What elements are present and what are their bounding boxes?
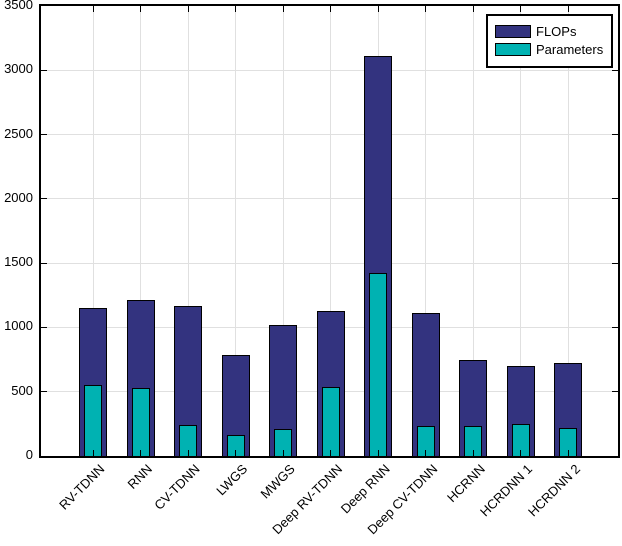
h-gridline (41, 198, 618, 200)
y-tick-left (41, 262, 47, 264)
x-tick-top (187, 6, 189, 12)
bar-parameters (369, 273, 387, 456)
y-tick-left (41, 198, 47, 200)
legend-label-parameters: Parameters (536, 42, 604, 57)
plot-area: FLOPs Parameters (39, 4, 620, 458)
v-gridline (140, 6, 141, 456)
x-tick-label: CV-TDNN (151, 461, 203, 513)
bar-flops (126, 300, 155, 456)
x-tick-bottom (425, 450, 426, 456)
y-tick-right (612, 391, 618, 393)
bar-parameters (321, 387, 340, 456)
y-tick-label: 1500 (4, 254, 33, 270)
y-tick-label: 0 (25, 447, 33, 462)
legend: FLOPs Parameters (486, 14, 613, 68)
y-tick-right (612, 134, 618, 136)
bar-parameters (84, 385, 102, 456)
x-tick-top (282, 6, 284, 12)
x-tick-bottom (330, 450, 331, 456)
legend-label-flops: FLOPs (536, 24, 577, 39)
x-tick-top (92, 6, 94, 12)
h-gridline (41, 69, 618, 71)
x-tick-bottom (140, 450, 141, 456)
v-gridline (187, 6, 189, 456)
v-gridline (425, 6, 426, 456)
y-tick-left (41, 391, 47, 393)
v-gridline (567, 6, 569, 456)
bar-parameters (179, 425, 197, 456)
v-gridline (330, 6, 331, 456)
x-tick-label: RNN (124, 461, 156, 492)
parameters-color-swatch (495, 43, 531, 56)
x-tick-bottom (377, 450, 379, 456)
bar-parameters (511, 423, 530, 456)
x-tick-bottom (567, 450, 569, 456)
x-tick-bottom (282, 450, 284, 456)
bar-parameters (464, 426, 482, 456)
x-tick-bottom (472, 450, 474, 456)
y-tick-label: 3000 (4, 61, 33, 77)
v-gridline (282, 6, 284, 456)
x-tick-top (567, 6, 569, 12)
bar-parameters (416, 426, 435, 456)
y-tick-right (612, 262, 618, 264)
y-tick-left (41, 326, 47, 328)
h-gridline (41, 134, 618, 136)
bar-flops (269, 324, 297, 456)
x-tick-top (330, 6, 331, 12)
y-tick-left (41, 134, 47, 136)
y-tick-label: 3500 (4, 0, 33, 12)
y-tick-label: 2500 (4, 125, 33, 141)
x-tick-bottom (92, 450, 94, 456)
x-tick-top (377, 6, 379, 12)
bar-parameters (131, 387, 150, 456)
v-gridline (235, 6, 236, 456)
legend-entry-flops: FLOPs (495, 24, 605, 39)
x-tick-label: HCRNN (444, 461, 488, 506)
x-tick-label: LWGS (213, 461, 251, 499)
v-gridline (92, 6, 94, 456)
x-tick-bottom (187, 450, 189, 456)
y-tick-label: 2000 (4, 189, 33, 205)
y-tick-label: 500 (11, 382, 33, 398)
x-tick-top (425, 6, 426, 12)
v-gridline (472, 6, 474, 456)
x-tick-top (235, 6, 236, 12)
y-tick-right (612, 326, 618, 328)
h-gridline (41, 262, 618, 264)
x-tick-label: MWGS (257, 461, 298, 502)
x-tick-top (140, 6, 141, 12)
x-tick-label: RV-TDNN (56, 461, 108, 513)
bar-parameters (226, 434, 245, 456)
x-tick-top (520, 6, 521, 12)
x-tick-bottom (235, 450, 236, 456)
bar-flops (506, 366, 535, 456)
y-tick-right (612, 198, 618, 200)
x-tick-bottom (520, 450, 521, 456)
legend-entry-parameters: Parameters (495, 42, 605, 57)
y-tick-left (41, 69, 47, 71)
y-tick-right (612, 69, 618, 71)
v-gridline (520, 6, 521, 456)
bar-parameters (559, 427, 577, 456)
y-tick-label: 1000 (4, 318, 33, 334)
flops-color-swatch (495, 25, 531, 38)
x-tick-top (472, 6, 474, 12)
bar-parameters (274, 429, 292, 456)
